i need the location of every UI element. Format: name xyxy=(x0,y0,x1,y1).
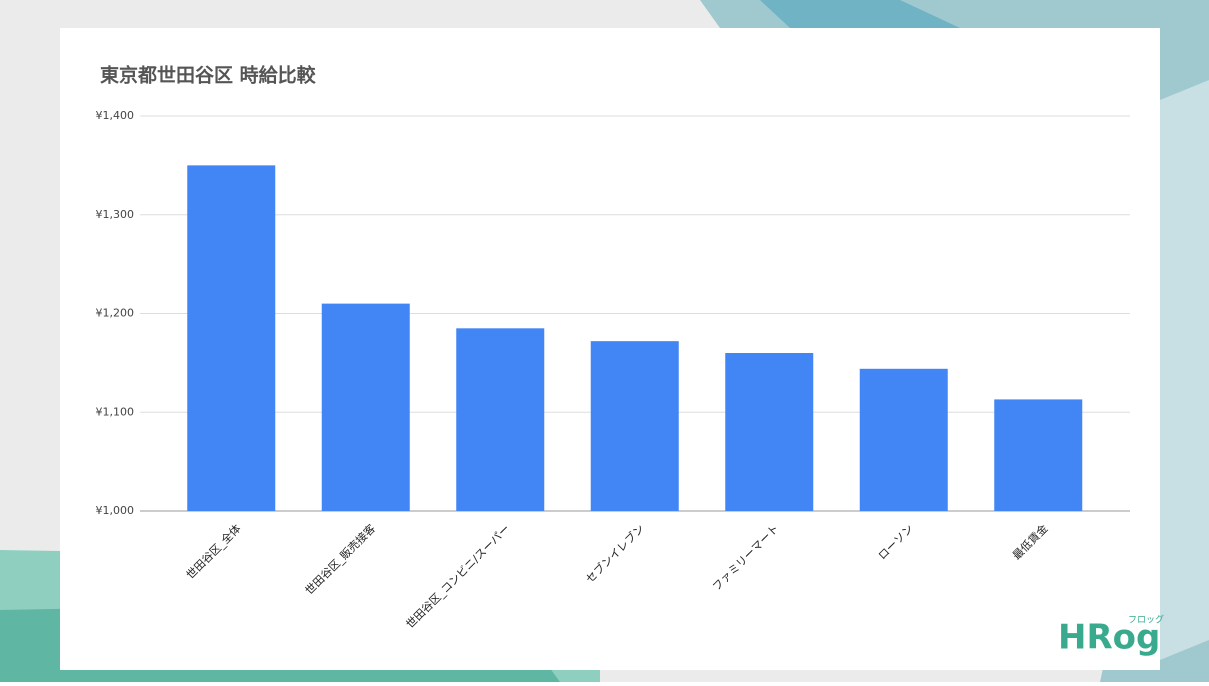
bar xyxy=(590,341,679,511)
bar xyxy=(321,303,410,511)
bar xyxy=(994,399,1083,511)
logo: HRog xyxy=(1058,618,1160,658)
bar xyxy=(859,368,948,511)
y-tick-label: ¥1,000 xyxy=(96,504,135,517)
chart-title: 東京都世田谷区 時給比較 xyxy=(100,64,317,87)
decor xyxy=(1160,80,1209,660)
bar xyxy=(187,165,276,511)
bar xyxy=(456,328,545,511)
y-tick-label: ¥1,200 xyxy=(96,307,135,320)
y-tick-label: ¥1,400 xyxy=(96,109,135,122)
y-tick-label: ¥1,100 xyxy=(96,405,135,418)
bar xyxy=(725,353,814,511)
logo-ruby: フロッグ xyxy=(1128,614,1164,626)
decor xyxy=(760,0,960,28)
y-tick-label: ¥1,300 xyxy=(96,208,135,221)
